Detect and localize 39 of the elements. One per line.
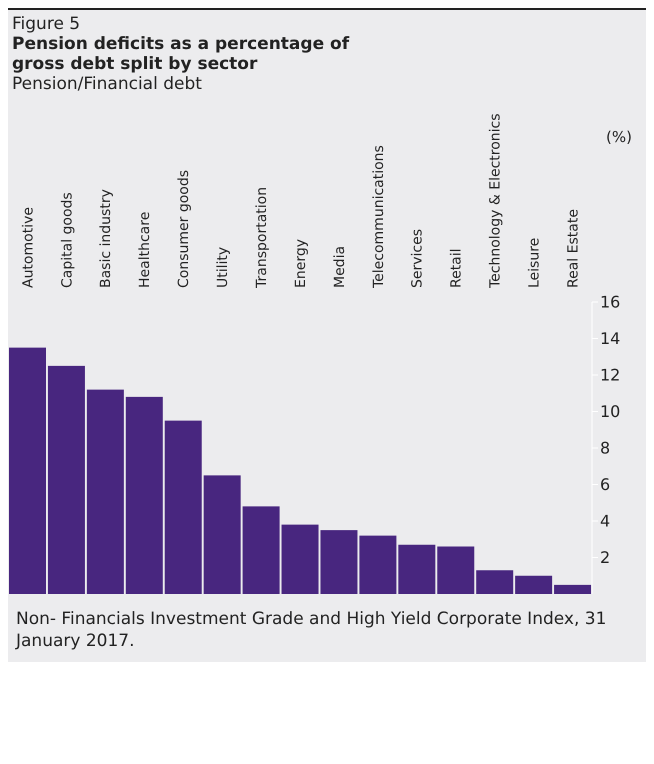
y-tick-label: 4: [600, 512, 610, 531]
x-tick-label: Basic industry: [98, 189, 114, 288]
x-tick-label: Energy: [292, 238, 309, 288]
x-tick-label: Consumer goods: [176, 170, 192, 288]
caption: Figure 5: [12, 14, 82, 34]
text: Non- Financials Investment Grade and High Yield Corporate Index, 31 January 2017.: [14, 608, 608, 654]
x-tick-label: Technology & Electronics: [488, 113, 504, 289]
x-tick-label: Services: [410, 228, 426, 288]
x-tick-label: Capital goods: [59, 192, 76, 288]
x-tick-label: Healthcare: [137, 212, 154, 288]
bar: [9, 348, 46, 594]
x-tick-label: Media: [332, 246, 348, 288]
x-tick-label: Real Estate: [565, 209, 582, 288]
y-tick-label: 8: [600, 438, 610, 458]
bar: [204, 475, 241, 594]
bar: [86, 390, 124, 594]
bar: [48, 366, 85, 594]
bar: [320, 530, 358, 594]
bar: [282, 524, 319, 594]
chart-title: Pension deficits as a percentage of gross debt split by sector: [12, 34, 350, 74]
y-axis-title: (%): [606, 128, 632, 146]
y-tick-label: 16: [600, 292, 620, 312]
y-tick-label: 12: [600, 366, 620, 385]
bar: [515, 576, 552, 594]
bar: [554, 584, 592, 594]
x-tick-label: Transportation: [254, 186, 270, 289]
y-tick-label: 6: [600, 475, 610, 494]
x-tick-label: Utility: [215, 246, 232, 288]
chart-subtitle: Pension/Financial debt: [12, 74, 203, 94]
bar: [359, 536, 396, 594]
y-tick-label: 14: [600, 329, 620, 348]
bar: [242, 506, 280, 594]
y-tick-label: 10: [600, 402, 620, 422]
bar: [398, 544, 436, 594]
y-tick-label: 2: [600, 548, 610, 568]
x-tick-label: Retail: [448, 248, 465, 288]
x-tick-label: Automotive: [20, 207, 36, 288]
x-tick-label: Leisure: [526, 238, 542, 288]
x-tick-label: Telecommunications: [370, 145, 387, 289]
